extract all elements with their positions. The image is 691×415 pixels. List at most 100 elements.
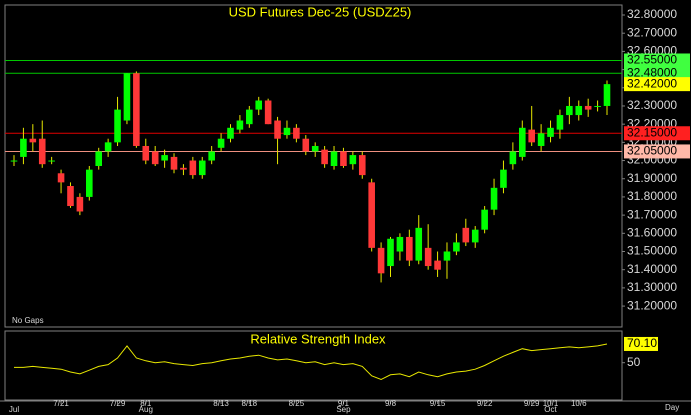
candle-body bbox=[537, 133, 545, 146]
candle-body bbox=[29, 138, 37, 143]
candle-body bbox=[566, 105, 573, 116]
rsi-line bbox=[14, 343, 608, 381]
y-tick-label: 31.80000 bbox=[627, 189, 677, 203]
month-label: Oct bbox=[544, 405, 557, 414]
candle-body bbox=[377, 247, 385, 274]
candle-body bbox=[330, 151, 338, 166]
candle-body bbox=[349, 155, 357, 165]
candle-body bbox=[189, 160, 197, 176]
candle-body bbox=[368, 182, 375, 248]
x-tick-label: 9/15 bbox=[430, 399, 446, 408]
candle-body bbox=[123, 73, 131, 121]
level-label: 32.05000 bbox=[627, 144, 677, 158]
candle-body bbox=[528, 129, 535, 143]
x-tick-label: 9/22 bbox=[477, 399, 493, 408]
candle-body bbox=[20, 138, 27, 157]
candle-body bbox=[180, 167, 187, 170]
candle-body bbox=[453, 242, 460, 252]
candle-body bbox=[424, 247, 432, 267]
candle-body bbox=[236, 120, 244, 130]
candle-body bbox=[509, 151, 517, 165]
candle-body bbox=[10, 160, 18, 162]
y-tick-label: 31.50000 bbox=[627, 244, 677, 258]
candle-body bbox=[547, 127, 554, 137]
candle-body bbox=[86, 169, 93, 197]
y-tick-label: 31.70000 bbox=[627, 207, 677, 221]
candle-body bbox=[38, 138, 46, 165]
chart-title: USD Futures Dec-25 (USDZ25) bbox=[229, 4, 412, 19]
candle-body bbox=[283, 127, 291, 136]
candle-body bbox=[321, 149, 328, 165]
candle-body bbox=[575, 105, 583, 116]
candle-body bbox=[340, 151, 347, 166]
month-label: Jul bbox=[9, 405, 19, 414]
y-tick-label: 31.90000 bbox=[627, 171, 677, 185]
month-label: Aug bbox=[139, 405, 153, 414]
y-tick-label: 31.60000 bbox=[627, 225, 677, 239]
rsi-frame bbox=[4, 330, 623, 401]
candle-body bbox=[274, 120, 281, 139]
candle-body bbox=[264, 100, 272, 125]
candle-body bbox=[471, 229, 479, 243]
candle-body bbox=[114, 109, 121, 143]
candle-body bbox=[76, 196, 84, 212]
candle-body bbox=[142, 145, 150, 161]
candle-body bbox=[462, 227, 470, 243]
level-box bbox=[624, 66, 690, 81]
level-label: 32.15000 bbox=[627, 125, 677, 139]
candle-body bbox=[133, 73, 140, 146]
x-tick-label: 7/21 bbox=[53, 399, 69, 408]
level-label: 32.55000 bbox=[627, 53, 677, 67]
candle-body bbox=[151, 151, 159, 165]
x-tick-label: 8/13 bbox=[213, 399, 229, 408]
candle-body bbox=[161, 155, 168, 161]
y-tick-label: 31.30000 bbox=[627, 280, 677, 294]
rsi-last-box bbox=[624, 336, 658, 351]
y-tick-label: 32.30000 bbox=[627, 98, 677, 112]
x-tick-label: 10/1 bbox=[543, 399, 559, 408]
candle-body bbox=[170, 156, 178, 170]
level-box bbox=[624, 126, 690, 141]
candle-body bbox=[434, 260, 441, 270]
candle-body bbox=[311, 145, 319, 152]
candle-body bbox=[500, 169, 507, 188]
candle-body bbox=[217, 138, 225, 148]
x-tick-label: 9/29 bbox=[524, 399, 540, 408]
rsi-tick-label: 50 bbox=[627, 355, 641, 369]
x-tick-label: 8/1 bbox=[140, 399, 152, 408]
candle-body bbox=[584, 105, 592, 110]
month-label: Sep bbox=[336, 405, 351, 414]
x-tick-label: 9/8 bbox=[385, 399, 397, 408]
candle-body bbox=[302, 138, 310, 152]
candle-body bbox=[57, 173, 65, 183]
candle-body bbox=[396, 236, 404, 252]
x-tick-label: 8/18 bbox=[242, 399, 258, 408]
candle-body bbox=[198, 160, 206, 176]
candle-body bbox=[358, 155, 366, 176]
candle-body bbox=[255, 100, 263, 110]
candle-body bbox=[406, 236, 413, 261]
candle-body bbox=[208, 151, 215, 161]
candle-body bbox=[387, 238, 394, 267]
candle-body bbox=[603, 84, 611, 106]
y-tick-label: 31.40000 bbox=[627, 262, 677, 276]
rsi-title: Relative Strength Index bbox=[250, 331, 386, 346]
period: Day bbox=[665, 403, 679, 412]
candle-body bbox=[556, 115, 564, 130]
candle-body bbox=[481, 209, 488, 230]
level-box bbox=[624, 53, 690, 68]
candle-body bbox=[67, 186, 74, 207]
candle-body bbox=[415, 227, 423, 261]
x-tick-label: 10/6 bbox=[571, 399, 587, 408]
x-tick-label: 7/29 bbox=[110, 399, 126, 408]
last-label: 32.42000 bbox=[627, 76, 677, 90]
candle-body bbox=[594, 105, 601, 107]
y-tick-label: 32.70000 bbox=[627, 25, 677, 39]
candle-body bbox=[95, 151, 103, 166]
x-tick-label: 9/1 bbox=[338, 399, 350, 408]
y-tick-label: 31.20000 bbox=[627, 298, 677, 312]
x-tick-label: 8/25 bbox=[289, 399, 305, 408]
